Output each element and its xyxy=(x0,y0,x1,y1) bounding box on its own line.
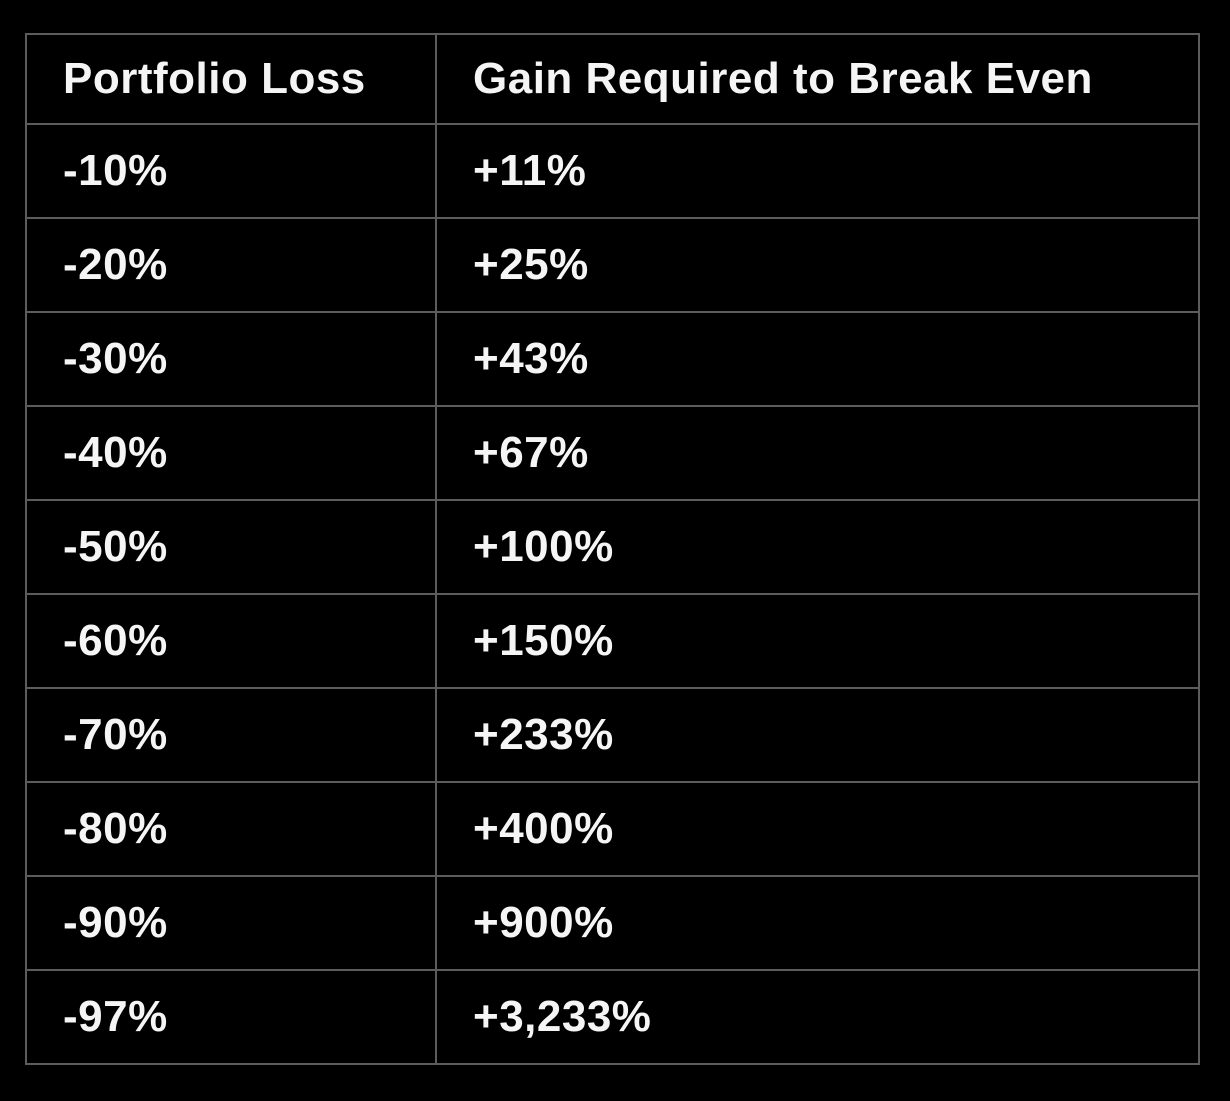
table-row: -10% +11% xyxy=(25,123,1200,219)
table-row: -30% +43% xyxy=(25,311,1200,407)
loss-cell: -10% xyxy=(25,123,437,219)
gain-cell: +100% xyxy=(435,499,1200,595)
gain-cell: +233% xyxy=(435,687,1200,783)
table-row: -60% +150% xyxy=(25,593,1200,689)
header-row: Portfolio Loss Gain Required to Break Ev… xyxy=(25,33,1200,125)
column-header-portfolio-loss: Portfolio Loss xyxy=(25,33,437,125)
table-row: -70% +233% xyxy=(25,687,1200,783)
gain-cell: +900% xyxy=(435,875,1200,971)
loss-cell: -80% xyxy=(25,781,437,877)
table-row: -97% +3,233% xyxy=(25,969,1200,1065)
breakeven-table-container: Portfolio Loss Gain Required to Break Ev… xyxy=(25,33,1200,1065)
loss-cell: -97% xyxy=(25,969,437,1065)
column-header-gain-required: Gain Required to Break Even xyxy=(435,33,1200,125)
gain-cell: +11% xyxy=(435,123,1200,219)
table-row: -20% +25% xyxy=(25,217,1200,313)
gain-cell: +400% xyxy=(435,781,1200,877)
loss-cell: -90% xyxy=(25,875,437,971)
breakeven-table: Portfolio Loss Gain Required to Break Ev… xyxy=(25,33,1200,1065)
gain-cell: +25% xyxy=(435,217,1200,313)
table-row: -90% +900% xyxy=(25,875,1200,971)
table-row: -40% +67% xyxy=(25,405,1200,501)
loss-cell: -40% xyxy=(25,405,437,501)
loss-cell: -70% xyxy=(25,687,437,783)
gain-cell: +43% xyxy=(435,311,1200,407)
gain-cell: +67% xyxy=(435,405,1200,501)
table-row: -50% +100% xyxy=(25,499,1200,595)
loss-cell: -50% xyxy=(25,499,437,595)
loss-cell: -30% xyxy=(25,311,437,407)
loss-cell: -60% xyxy=(25,593,437,689)
loss-cell: -20% xyxy=(25,217,437,313)
gain-cell: +3,233% xyxy=(435,969,1200,1065)
gain-cell: +150% xyxy=(435,593,1200,689)
table-row: -80% +400% xyxy=(25,781,1200,877)
